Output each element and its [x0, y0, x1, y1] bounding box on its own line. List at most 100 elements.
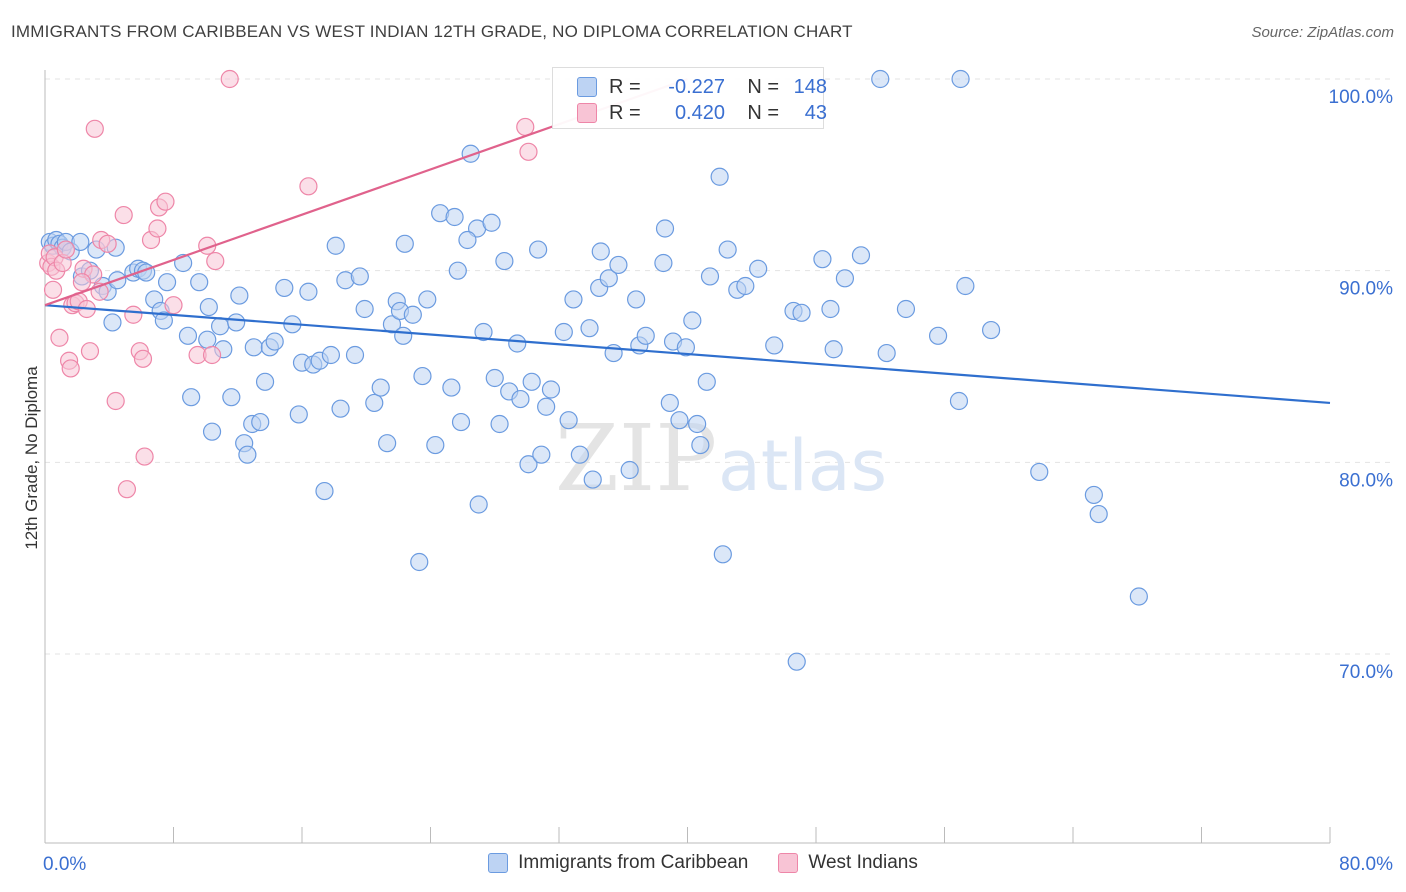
- data-point-caribbean: [580, 319, 599, 338]
- data-point-caribbean: [736, 276, 755, 296]
- data-point-caribbean: [289, 405, 308, 424]
- data-point-caribbean: [178, 326, 198, 345]
- data-point-caribbean: [713, 545, 732, 564]
- data-point-caribbean: [202, 422, 222, 441]
- data-point-caribbean: [199, 297, 218, 317]
- y-tick-label: 70.0%: [1339, 662, 1393, 683]
- data-point-caribbean: [345, 345, 365, 365]
- y-tick-label: 100.0%: [1329, 87, 1394, 108]
- data-point-west-indian: [299, 177, 318, 196]
- data-point-caribbean: [394, 326, 413, 345]
- data-point-caribbean: [244, 338, 263, 357]
- stats-row-pink: R = 0.420 N = 43: [577, 101, 827, 125]
- data-point-caribbean: [508, 334, 527, 353]
- stats-r-value: -0.227: [668, 75, 725, 98]
- data-point-caribbean: [222, 388, 241, 407]
- data-point-caribbean: [570, 445, 589, 464]
- data-point-caribbean: [371, 378, 390, 397]
- y-axis-label: 12th Grade, No Diploma: [22, 366, 41, 550]
- data-point-caribbean: [442, 378, 461, 397]
- data-point-west-indian: [85, 119, 104, 138]
- data-point-caribbean: [688, 414, 707, 434]
- data-point-caribbean: [654, 253, 673, 273]
- data-point-caribbean: [599, 269, 618, 288]
- data-point-caribbean: [564, 290, 583, 309]
- data-point-west-indian: [72, 273, 92, 292]
- data-point-caribbean: [749, 259, 768, 278]
- series-legend: Immigrants from Caribbean West Indians: [0, 852, 1406, 874]
- data-point-caribbean: [824, 340, 843, 359]
- data-point-caribbean: [378, 434, 397, 453]
- data-point-caribbean: [626, 290, 646, 309]
- data-point-caribbean: [532, 445, 551, 464]
- data-point-caribbean: [554, 322, 573, 342]
- x-tick-label: 0.0%: [43, 854, 86, 875]
- stats-legend: R = -0.227 N = 148 R = 0.420 N = 43: [552, 67, 827, 129]
- data-point-caribbean: [230, 286, 249, 305]
- data-point-caribbean: [154, 311, 173, 330]
- data-point-caribbean: [981, 320, 1001, 340]
- data-point-caribbean: [813, 250, 832, 269]
- x-tick-label: 80.0%: [1339, 854, 1393, 875]
- data-point-caribbean: [403, 305, 422, 324]
- data-point-west-indian: [519, 142, 538, 161]
- trend-line-caribbean: [44, 304, 1331, 405]
- data-point-west-indian: [206, 251, 225, 271]
- data-point-west-indian: [148, 219, 167, 238]
- data-point-caribbean: [461, 144, 480, 163]
- data-point-caribbean: [1089, 504, 1108, 524]
- data-point-caribbean: [949, 391, 969, 411]
- data-point-caribbean: [410, 552, 429, 572]
- data-point-caribbean: [956, 276, 975, 296]
- data-point-caribbean: [792, 303, 811, 322]
- data-point-caribbean: [519, 455, 538, 474]
- data-point-caribbean: [469, 495, 488, 514]
- data-point-caribbean: [395, 234, 414, 253]
- data-point-caribbean: [1084, 485, 1103, 505]
- data-point-caribbean: [238, 445, 257, 464]
- data-point-caribbean: [157, 273, 177, 292]
- data-point-west-indian: [202, 345, 222, 365]
- data-point-west-indian: [220, 69, 239, 89]
- grid-lines: [45, 78, 1392, 655]
- chart-source: Source: ZipAtlas.com: [1251, 24, 1394, 41]
- data-point-caribbean: [591, 242, 610, 261]
- stats-swatch-blue: [577, 77, 597, 97]
- data-point-caribbean: [1129, 587, 1148, 606]
- data-point-caribbean: [210, 317, 230, 336]
- data-point-caribbean: [609, 255, 628, 275]
- data-point-caribbean: [198, 330, 217, 349]
- data-point-caribbean: [451, 412, 471, 432]
- data-point-caribbean: [559, 411, 578, 430]
- data-point-west-indian: [80, 342, 100, 361]
- data-point-caribbean: [474, 322, 493, 342]
- data-point-caribbean: [255, 372, 275, 391]
- data-point-caribbean: [299, 282, 318, 301]
- data-point-caribbean: [418, 290, 437, 309]
- data-point-caribbean: [490, 414, 509, 434]
- data-point-caribbean: [655, 219, 675, 238]
- data-point-west-indian: [114, 205, 133, 225]
- data-point-caribbean: [636, 326, 655, 345]
- data-point-caribbean: [583, 470, 602, 489]
- stats-n-value: 148: [793, 75, 827, 98]
- data-point-caribbean: [670, 411, 689, 430]
- data-point-caribbean: [1030, 462, 1049, 482]
- data-point-caribbean: [700, 267, 720, 286]
- data-point-west-indian: [61, 359, 80, 378]
- data-point-caribbean: [182, 388, 201, 407]
- data-point-caribbean: [710, 167, 729, 186]
- data-point-caribbean: [227, 313, 246, 332]
- data-point-caribbean: [445, 207, 464, 227]
- data-point-caribbean: [485, 368, 504, 388]
- data-point-caribbean: [326, 236, 345, 255]
- series-caribbean: [40, 69, 1148, 671]
- legend-label: Immigrants from Caribbean: [518, 852, 749, 873]
- data-point-caribbean: [382, 315, 402, 334]
- legend-swatch-pink: [778, 853, 799, 873]
- data-point-caribbean: [877, 343, 896, 363]
- data-point-caribbean: [851, 246, 871, 265]
- data-point-caribbean: [821, 299, 840, 319]
- axes: [44, 70, 1331, 844]
- data-point-caribbean: [896, 299, 916, 319]
